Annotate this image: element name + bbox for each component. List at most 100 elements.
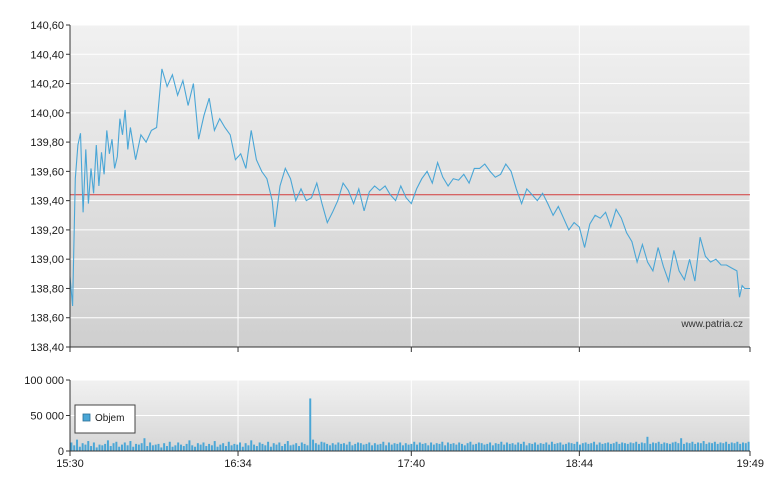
volume-bar — [185, 443, 188, 451]
volume-bar — [747, 441, 750, 451]
volume-bar — [351, 445, 354, 451]
volume-bar — [623, 443, 626, 451]
volume-bar — [87, 441, 90, 451]
volume-bar — [564, 443, 567, 451]
volume-x-ticks: 15:30 16:34 17:40 18:44 19:49 — [56, 451, 764, 470]
volume-bar — [635, 441, 638, 451]
volume-bar — [205, 446, 208, 451]
volume-bar — [365, 443, 368, 451]
volume-bar — [727, 443, 730, 451]
legend-swatch — [82, 413, 91, 422]
volume-bar — [708, 442, 711, 451]
volume-bar — [680, 438, 683, 451]
volume-bar — [536, 444, 539, 451]
volume-bar — [357, 442, 359, 451]
volume-bar — [713, 441, 716, 451]
volume-bar — [340, 443, 343, 451]
volume-bar — [441, 441, 444, 451]
volume-bar — [269, 446, 272, 451]
volume-bar — [461, 443, 463, 451]
volume-bar — [615, 441, 618, 451]
legend-label: Objem — [95, 413, 124, 424]
volume-bar — [289, 445, 292, 451]
price-y-tick-label: 140,20 — [30, 79, 64, 91]
volume-bar — [109, 446, 112, 451]
volume-bar — [163, 443, 166, 451]
volume-bar — [281, 446, 284, 451]
volume-bar — [390, 444, 393, 451]
volume-bar — [427, 445, 430, 451]
volume-bar — [643, 443, 646, 451]
volume-bar — [81, 443, 84, 451]
volume-bar — [559, 442, 562, 451]
volume-bar — [601, 443, 604, 451]
volume-bar — [702, 441, 705, 451]
volume-bar — [84, 444, 87, 451]
volume-bar — [328, 445, 331, 451]
volume-bar — [230, 445, 233, 451]
volume-bar — [382, 441, 385, 451]
volume-bar — [525, 445, 528, 451]
volume-bar — [118, 446, 121, 451]
volume-bar — [483, 444, 486, 451]
volume-bar — [486, 443, 489, 451]
volume-bar — [736, 441, 739, 451]
price-y-tick-label: 138,80 — [30, 283, 64, 295]
volume-bar — [646, 436, 649, 451]
volume-bar — [500, 441, 503, 451]
volume-bar — [202, 442, 205, 451]
volume-bar — [697, 442, 699, 451]
volume-bar — [199, 444, 202, 451]
volume-bar — [396, 443, 399, 451]
volume-bar — [688, 443, 691, 451]
price-x-ticks — [69, 347, 751, 352]
volume-bar — [663, 442, 666, 451]
volume-bar — [691, 441, 694, 451]
volume-bar — [165, 446, 168, 451]
volume-bar — [98, 444, 101, 451]
volume-bar — [264, 445, 267, 451]
volume-bar — [253, 444, 256, 451]
volume-bar — [132, 446, 135, 451]
volume-y-tick-label: 50 000 — [30, 411, 64, 423]
volume-bar — [331, 443, 334, 451]
volume-bar — [295, 443, 298, 451]
volume-bar — [123, 442, 126, 451]
volume-x-tick-label: 19:49 — [736, 458, 764, 470]
volume-bar — [489, 442, 492, 451]
volume-bar — [660, 443, 663, 451]
volume-bar — [154, 444, 157, 451]
volume-bar — [505, 442, 508, 451]
volume-bar — [362, 444, 365, 451]
volume-bar — [621, 442, 624, 451]
volume-bar — [216, 446, 219, 451]
volume-bar — [129, 441, 132, 451]
volume-bar — [716, 443, 719, 451]
volume-bar — [146, 446, 149, 451]
volume-bar — [593, 441, 596, 451]
volume-chart-panel: 100 000 50 000 0 15:30 16:34 17:40 18:44 19:49… — [24, 375, 764, 470]
volume-x-tick-label: 15:30 — [56, 458, 84, 470]
price-plot-background — [70, 25, 750, 347]
volume-bar — [73, 445, 76, 451]
volume-bar — [92, 442, 95, 451]
volume-bar — [309, 398, 312, 451]
volume-bar — [239, 442, 241, 451]
volume-bar — [101, 445, 104, 451]
volume-bar — [595, 444, 598, 451]
volume-bar — [607, 442, 610, 451]
volume-bar — [418, 442, 421, 451]
volume-bar — [539, 443, 542, 451]
volume-bar — [730, 442, 733, 451]
volume-bar — [194, 446, 197, 451]
volume-bar — [463, 445, 466, 451]
volume-bar — [682, 443, 685, 451]
volume-bar — [112, 443, 115, 451]
volume-bar — [657, 441, 660, 451]
volume-bar — [477, 442, 480, 451]
price-y-tick-label: 140,40 — [30, 49, 64, 61]
volume-bar — [368, 442, 371, 451]
volume-bar — [208, 443, 211, 451]
volume-bar — [469, 441, 472, 451]
volume-bar — [387, 442, 390, 451]
